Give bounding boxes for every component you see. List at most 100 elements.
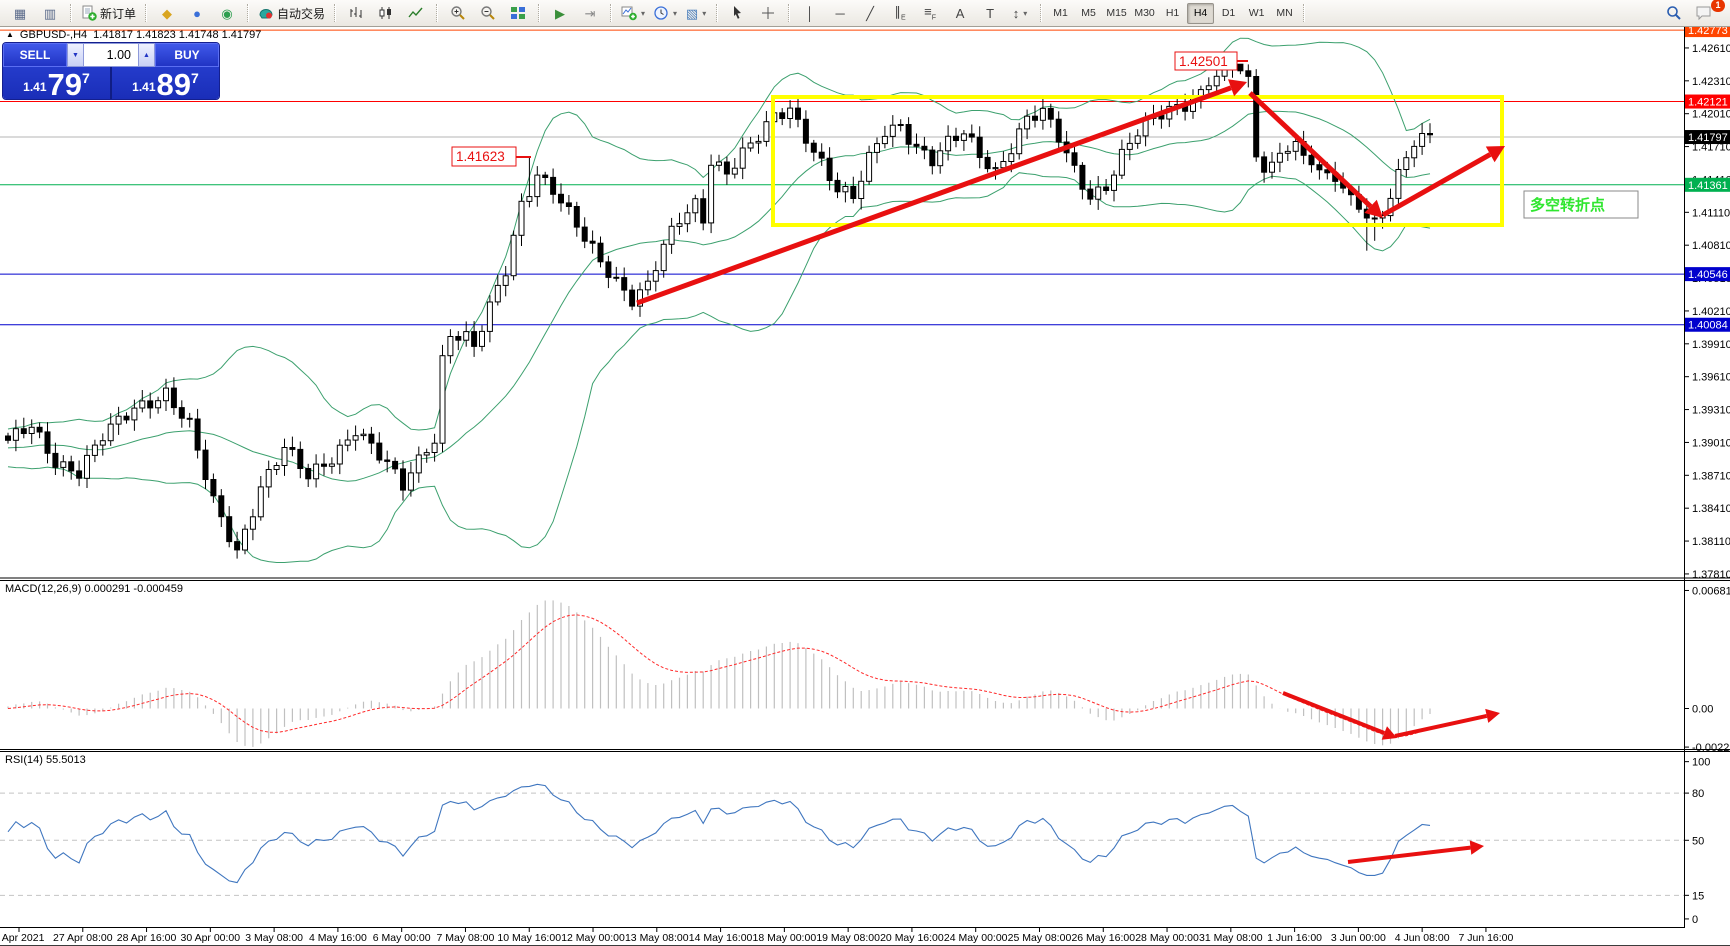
zoom-in-icon[interactable] bbox=[443, 1, 473, 25]
date-tick-label: 26 May 16:00 bbox=[1071, 932, 1135, 944]
text-label-icon[interactable]: T bbox=[986, 5, 995, 21]
sound-alert-icon[interactable]: ◉ bbox=[221, 5, 233, 21]
search-icon[interactable] bbox=[1659, 1, 1689, 25]
date-tick-label: 24 May 00:00 bbox=[944, 932, 1008, 944]
macd-signal-line bbox=[7, 614, 1431, 738]
date-tick-label: 10 May 16:00 bbox=[497, 932, 561, 944]
chart-window-icon[interactable]: ▦ bbox=[13, 5, 27, 21]
volume-increase-button[interactable]: ▲ bbox=[138, 43, 155, 67]
trend-arrow[interactable] bbox=[1248, 91, 1373, 209]
auto-trading-button[interactable]: 自动交易 bbox=[254, 1, 329, 25]
sell-price-big: 79 bbox=[47, 67, 83, 99]
sell-price[interactable]: 1.41 79 7 bbox=[3, 67, 112, 99]
tile-windows-icon[interactable] bbox=[503, 1, 533, 25]
text-icon[interactable]: A bbox=[955, 5, 965, 21]
timeframe-h1[interactable]: H1 bbox=[1165, 7, 1180, 19]
date-tick-label: 28 Apr 16:00 bbox=[117, 932, 177, 944]
price-tick-label: 1.39910 bbox=[1692, 339, 1730, 351]
trend-arrow[interactable] bbox=[1394, 713, 1488, 738]
price-annotation-text: 1.42501 bbox=[1179, 54, 1228, 69]
trend-arrow[interactable] bbox=[636, 85, 1232, 306]
note-text: 多空转折点 bbox=[1530, 196, 1605, 214]
note-box[interactable] bbox=[1523, 190, 1639, 219]
price-tick-label: 1.42310 bbox=[1692, 76, 1730, 88]
price-tick-label: 1.42010 bbox=[1692, 109, 1730, 121]
timeframe-mn[interactable]: MN bbox=[1276, 7, 1293, 19]
price-line-label: 1.42121 bbox=[1688, 97, 1728, 109]
crosshair-icon[interactable] bbox=[753, 1, 783, 25]
one-click-trading-panel: SELL ▼ 1.00 ▲ BUY 1.41 79 7 1.41 89 7 bbox=[3, 43, 219, 99]
buy-button[interactable]: BUY bbox=[155, 43, 219, 67]
toolbar-separator bbox=[334, 4, 337, 22]
channel-icon[interactable]: ∥E bbox=[894, 3, 906, 22]
timeframe-w1[interactable]: W1 bbox=[1248, 7, 1265, 19]
styler-icon[interactable]: ◆ bbox=[162, 5, 173, 21]
timeframe-m15[interactable]: M15 bbox=[1106, 7, 1127, 19]
timeframe-h4[interactable]: H4 bbox=[1187, 2, 1215, 24]
rsi-tick-label: 80 bbox=[1692, 788, 1704, 800]
price-line-label: 1.41361 bbox=[1688, 180, 1728, 192]
auto-scroll-icon[interactable]: ▶ bbox=[555, 5, 566, 21]
sell-button[interactable]: SELL bbox=[3, 43, 67, 67]
buy-price-prefix: 1.41 bbox=[132, 80, 156, 94]
line-chart-icon[interactable] bbox=[401, 1, 431, 25]
rsi-tick-label: 0 bbox=[1692, 914, 1698, 926]
trend-arrow[interactable] bbox=[1282, 691, 1386, 735]
date-tick-label: 18 May 00:00 bbox=[753, 932, 817, 944]
period-dropdown[interactable]: ▾ bbox=[649, 1, 681, 25]
timeframe-d1[interactable]: D1 bbox=[1221, 7, 1236, 19]
chart-shift-icon[interactable]: ⇥ bbox=[584, 5, 596, 21]
date-tick-label: 30 Apr 00:00 bbox=[181, 932, 241, 944]
price-line-label: 1.42773 bbox=[1688, 25, 1728, 37]
vertical-line-icon[interactable]: │ bbox=[806, 5, 815, 21]
toolbar-separator bbox=[70, 4, 72, 22]
yellow-consolidation-box[interactable] bbox=[771, 95, 1504, 227]
date-tick-label: 12 May 00:00 bbox=[561, 932, 625, 944]
timeframe-m30[interactable]: M30 bbox=[1134, 7, 1155, 19]
buy-price-sup: 7 bbox=[191, 70, 199, 86]
new-chart-dropdown[interactable]: ▾ bbox=[617, 1, 649, 25]
price-line-label-bg bbox=[1685, 317, 1730, 332]
candlestick-chart-icon[interactable] bbox=[371, 1, 401, 25]
zoom-out-icon[interactable] bbox=[473, 1, 503, 25]
price-tick-label: 1.40810 bbox=[1692, 240, 1730, 252]
timeframe-m5[interactable]: M5 bbox=[1081, 7, 1096, 19]
print-preview-icon[interactable]: ▥ bbox=[43, 5, 57, 21]
trendline-icon[interactable]: ╱ bbox=[866, 5, 874, 21]
price-tick-label: 1.39610 bbox=[1692, 372, 1730, 384]
horizontal-line-icon[interactable]: ─ bbox=[835, 5, 845, 21]
price-tick-label: 1.40210 bbox=[1692, 306, 1730, 318]
toolbar-separator bbox=[1040, 4, 1043, 22]
trend-arrow[interactable] bbox=[1347, 845, 1471, 864]
trend-arrow-head bbox=[1381, 726, 1397, 740]
date-tick-label: 20 May 16:00 bbox=[880, 932, 944, 944]
trend-arrow[interactable] bbox=[1381, 152, 1492, 218]
toolbar-separator bbox=[436, 4, 439, 22]
community-icon[interactable]: ● bbox=[193, 5, 201, 21]
macd-tick-label: 0.006811 bbox=[1692, 585, 1730, 597]
buy-price[interactable]: 1.41 89 7 bbox=[112, 67, 219, 99]
rsi-tick-label: 15 bbox=[1692, 890, 1704, 902]
volume-decrease-button[interactable]: ▼ bbox=[67, 43, 84, 67]
notifications-icon[interactable]: 1 bbox=[1689, 0, 1725, 25]
collapse-panel-arrow[interactable]: ▲ bbox=[6, 30, 14, 39]
sell-price-sup: 7 bbox=[82, 70, 90, 86]
toolbar-separator bbox=[610, 4, 613, 22]
bar-chart-icon[interactable] bbox=[341, 1, 371, 25]
toolbar-separator bbox=[145, 4, 148, 22]
date-tick-label: 6 May 00:00 bbox=[373, 932, 431, 944]
new-order-button[interactable]: 新订单 bbox=[77, 1, 140, 25]
template-dropdown[interactable]: ▧ ▾ bbox=[685, 5, 707, 21]
timeframe-m1[interactable]: M1 bbox=[1053, 7, 1068, 19]
symbol-period-label: GBPUSD-,H4 bbox=[19, 29, 88, 41]
fibonacci-icon[interactable]: ≡F bbox=[924, 3, 936, 22]
volume-input[interactable]: 1.00 bbox=[84, 43, 138, 67]
price-tick-label: 1.38110 bbox=[1692, 536, 1730, 548]
arrows-dropdown[interactable]: ↕ ▾ bbox=[1012, 5, 1028, 21]
volume-control: ▼ 1.00 ▲ bbox=[67, 43, 155, 67]
cursor-icon[interactable] bbox=[723, 1, 753, 25]
buy-price-big: 89 bbox=[156, 67, 192, 99]
date-axis: 6 Apr 2021 27 Apr 08:00 28 Apr 16:00 30 Apr… bbox=[0, 928, 1514, 944]
toolbar-separator bbox=[247, 4, 250, 22]
price-tick-label: 1.39010 bbox=[1692, 437, 1730, 449]
